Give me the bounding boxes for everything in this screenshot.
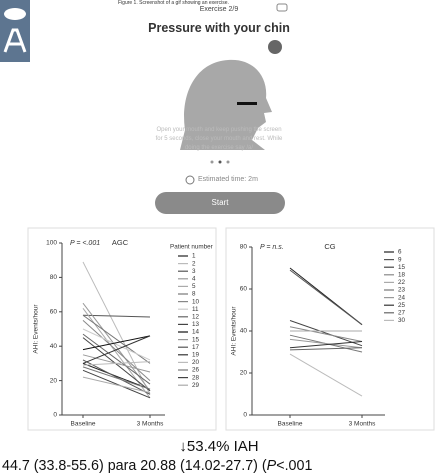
y-tick-label: 40 bbox=[50, 343, 58, 350]
series-line bbox=[82, 361, 151, 366]
legend-label: 18 bbox=[398, 271, 406, 278]
series-line bbox=[82, 314, 151, 364]
series-line bbox=[82, 362, 151, 390]
logo-letter bbox=[3, 28, 27, 53]
change-summary: ↓53.4% IAH bbox=[179, 438, 259, 455]
legend-label: 14 bbox=[192, 329, 200, 336]
caption: Figure 1. Screenshot of a gif showing an… bbox=[118, 0, 229, 6]
series-line bbox=[289, 269, 363, 326]
series-line bbox=[289, 353, 363, 397]
legend-label: 29 bbox=[192, 382, 200, 389]
series-line bbox=[289, 341, 363, 349]
clock-icon bbox=[185, 175, 195, 185]
exercise-counter: Exercise 2/9 bbox=[199, 6, 239, 13]
exercise-title: Pressure with your chin bbox=[148, 21, 290, 35]
chart-frame bbox=[225, 227, 435, 431]
legend-label: 22 bbox=[398, 279, 406, 286]
series-line bbox=[82, 314, 151, 318]
y-tick-label: 60 bbox=[50, 309, 58, 316]
y-tick-label: 0 bbox=[53, 412, 57, 419]
p-annotation: P = <.001 bbox=[70, 240, 100, 247]
legend-label: 4 bbox=[192, 275, 196, 282]
series-line bbox=[82, 333, 151, 385]
series-line bbox=[82, 366, 151, 390]
legend-label: 15 bbox=[398, 264, 406, 271]
series-line bbox=[289, 347, 363, 351]
chart-title: CG bbox=[324, 242, 335, 251]
legend-label: 20 bbox=[192, 359, 200, 366]
y-tick-label: 60 bbox=[240, 286, 248, 293]
y-tick-label: 20 bbox=[50, 377, 58, 384]
x-tick-label: Baseline bbox=[71, 421, 96, 428]
estimated-time: Estimated time: 2m bbox=[198, 176, 258, 183]
legend-label: 15 bbox=[192, 336, 200, 343]
y-tick-label: 100 bbox=[46, 240, 57, 247]
legend-label: 25 bbox=[398, 302, 406, 309]
chat-icon bbox=[276, 3, 288, 12]
legend-label: 12 bbox=[192, 313, 200, 320]
p-annotation: P = n.s. bbox=[260, 244, 284, 251]
instruction-line: for 5 seconds, close your mouth and rest… bbox=[155, 136, 283, 142]
x-tick-label: 3 Months bbox=[349, 421, 376, 428]
series-line bbox=[82, 359, 151, 395]
head-silhouette bbox=[180, 59, 272, 150]
dot bbox=[226, 160, 230, 164]
series-line bbox=[289, 326, 363, 342]
legend-label: 19 bbox=[192, 351, 200, 358]
legend-label: 5 bbox=[192, 283, 196, 290]
legend-label: 30 bbox=[398, 317, 406, 324]
legend-title: Patient number bbox=[170, 244, 213, 251]
detail-summary: 44.7 (33.8-55.6) para 20.88 (14.02-27.7)… bbox=[2, 458, 312, 474]
x-tick-label: 3 Months bbox=[137, 421, 164, 428]
dot bbox=[210, 160, 214, 164]
p-symbol: P bbox=[266, 458, 277, 474]
legend-label: 26 bbox=[192, 367, 200, 374]
screen-edge bbox=[237, 102, 257, 105]
detail-text: 44.7 (33.8-55.6) para 20.88 (14.02-27.7)… bbox=[2, 458, 267, 474]
p-value: <.001 bbox=[276, 458, 313, 474]
chart-frame bbox=[27, 227, 217, 431]
y-axis-label: AHI: Events/hour bbox=[231, 306, 238, 356]
legend-label: 9 bbox=[398, 256, 402, 263]
y-tick-label: 20 bbox=[240, 370, 248, 377]
legend-label: 27 bbox=[398, 309, 406, 316]
series-line bbox=[82, 320, 151, 381]
legend-label: 13 bbox=[192, 321, 200, 328]
series-line bbox=[82, 328, 151, 361]
series-line bbox=[289, 320, 363, 347]
legend-label: 3 bbox=[192, 268, 196, 275]
logo-cloud bbox=[4, 8, 26, 20]
legend-label: 10 bbox=[192, 298, 200, 305]
legend-label: 1 bbox=[192, 253, 196, 260]
series-line bbox=[82, 337, 151, 392]
legend-label: 24 bbox=[398, 294, 406, 301]
legend-label: 11 bbox=[192, 306, 199, 313]
instruction-line: Open your mouth and keep pushing the scr… bbox=[156, 127, 282, 133]
y-axis-label: AHI: Events/hour bbox=[33, 304, 40, 354]
series-line bbox=[289, 338, 363, 349]
y-tick-label: 80 bbox=[50, 274, 58, 281]
legend-label: 28 bbox=[192, 374, 200, 381]
dot bbox=[218, 160, 222, 164]
instruction-line: doing the exercise say /a/ bbox=[184, 145, 254, 151]
start-button[interactable] bbox=[155, 192, 285, 214]
legend-label: 23 bbox=[398, 287, 406, 294]
chart-title: AGC bbox=[112, 238, 129, 247]
series-line bbox=[82, 261, 151, 395]
series-line bbox=[82, 369, 151, 399]
series-line bbox=[82, 335, 151, 351]
legend-label: 17 bbox=[192, 344, 200, 351]
y-tick-label: 0 bbox=[243, 412, 247, 419]
series-line bbox=[82, 376, 151, 394]
legend-label: 6 bbox=[398, 249, 402, 256]
series-line bbox=[82, 335, 151, 364]
y-tick-label: 40 bbox=[240, 328, 248, 335]
music-icon bbox=[268, 40, 282, 54]
legend-label: 8 bbox=[192, 291, 196, 298]
x-tick-label: Baseline bbox=[278, 421, 303, 428]
y-tick-label: 80 bbox=[240, 244, 248, 251]
legend-label: 2 bbox=[192, 260, 196, 267]
